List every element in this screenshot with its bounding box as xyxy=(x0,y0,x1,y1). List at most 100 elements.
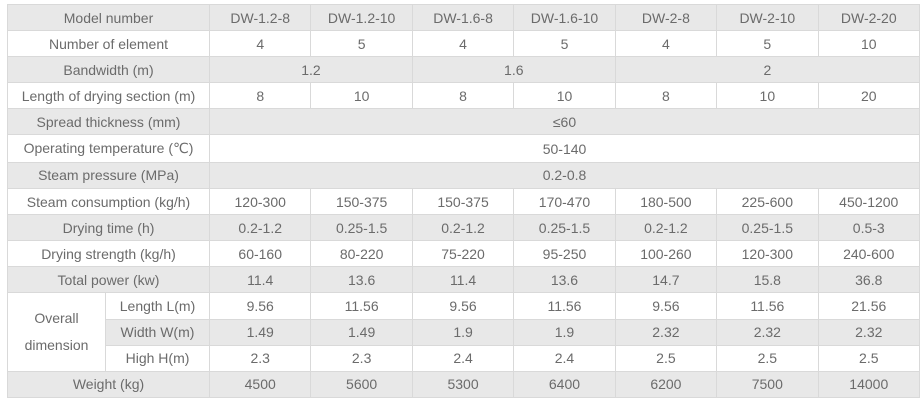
table-cell: 0.2-1.2 xyxy=(614,214,718,242)
table-row: High H(m) 2.3 2.3 2.4 2.4 2.5 2.5 2.5 xyxy=(7,344,921,372)
table-row: Number of element 4 5 4 5 4 5 10 xyxy=(7,30,921,58)
table-cell: 8 xyxy=(614,82,718,110)
table-cell: 2.32 xyxy=(716,318,819,346)
column-header: DW-2-8 xyxy=(614,3,718,32)
table-row: Width W(m) 1.49 1.49 1.9 1.9 2.32 2.32 2.32 xyxy=(7,318,921,346)
table-row: Bandwidth (m) 1.2 1.6 2 xyxy=(7,56,921,84)
row-label: High H(m) xyxy=(105,344,210,372)
table-cell: 450-1200 xyxy=(817,188,921,216)
table-row: Overall dimension Length L(m) 9.56 11.56 9.5… xyxy=(7,292,921,372)
table-cell: 2.4 xyxy=(411,344,515,372)
table-row: Operating temperature (℃) 50-140 xyxy=(7,134,920,163)
table-cell: 6400 xyxy=(513,370,616,399)
table-cell: 2 xyxy=(614,56,921,84)
table-cell: 5 xyxy=(513,30,616,58)
table-row: Steam consumption (kg/h) 120-300 150-375 15… xyxy=(7,188,921,216)
table-cell: 9.56 xyxy=(411,292,515,320)
table-cell: 5300 xyxy=(411,370,515,399)
table-cell: 4 xyxy=(208,30,312,58)
row-label: Width W(m) xyxy=(105,318,210,346)
table-cell: 14.7 xyxy=(614,266,718,294)
table-cell: 13.6 xyxy=(310,266,413,294)
table-cell: 0.25-1.5 xyxy=(716,214,819,242)
table-cell: 8 xyxy=(411,82,515,110)
table-cell: 4 xyxy=(614,30,718,58)
row-label: Number of element xyxy=(7,30,210,58)
table-cell: 75-220 xyxy=(411,240,515,268)
table-cell: 225-600 xyxy=(716,188,819,216)
table-cell: 1.9 xyxy=(513,318,616,346)
row-label: Steam pressure (MPa) xyxy=(7,161,210,190)
table-cell: 240-600 xyxy=(817,240,921,268)
table-cell: 0.5-3 xyxy=(817,214,921,242)
table-row: Model number DW-1.2-8 DW-1.2-10 DW-1.6-8 DW-… xyxy=(7,3,921,32)
table-cell: 50-140 xyxy=(209,134,920,163)
table-cell: 5600 xyxy=(310,370,413,399)
row-label: Bandwidth (m) xyxy=(7,56,210,84)
table-cell: 0.2-0.8 xyxy=(209,161,920,190)
table-cell: 95-250 xyxy=(513,240,616,268)
column-header: DW-1.2-10 xyxy=(310,3,413,32)
table-cell: 11.56 xyxy=(513,292,616,320)
table-cell: 7500 xyxy=(716,370,819,399)
table-cell: 10 xyxy=(716,82,819,110)
table-cell: 6200 xyxy=(614,370,718,399)
row-label: Length of drying section (m) xyxy=(7,82,210,110)
table-cell: 2.4 xyxy=(513,344,616,372)
table-cell: 1.49 xyxy=(310,318,413,346)
table-cell: 150-375 xyxy=(310,188,413,216)
table-cell: 170-470 xyxy=(513,188,616,216)
table-cell: 2.3 xyxy=(310,344,413,372)
table-cell: 5 xyxy=(310,30,413,58)
table-cell: 2.5 xyxy=(614,344,718,372)
table-cell: 10 xyxy=(513,82,616,110)
table-cell: 5 xyxy=(716,30,819,58)
table-cell: 11.4 xyxy=(208,266,312,294)
row-label: Operating temperature (℃) xyxy=(7,134,210,163)
table-cell: 11.4 xyxy=(411,266,515,294)
table-cell: 20 xyxy=(817,82,921,110)
table-cell: 2.32 xyxy=(614,318,718,346)
table-cell: 21.56 xyxy=(817,292,921,320)
table-cell: 1.2 xyxy=(209,56,413,84)
table-cell: 120-300 xyxy=(208,188,312,216)
table-cell: 14000 xyxy=(817,370,921,399)
table-cell: 13.6 xyxy=(513,266,616,294)
table-cell: 1.6 xyxy=(411,56,616,84)
row-label: Steam consumption (kg/h) xyxy=(7,188,210,216)
row-label: Model number xyxy=(7,3,210,32)
table-cell: 60-160 xyxy=(208,240,312,268)
table-cell: 0.25-1.5 xyxy=(310,214,413,242)
table-cell: 36.8 xyxy=(817,266,921,294)
row-label: Drying time (h) xyxy=(7,214,210,242)
table-cell: 0.2-1.2 xyxy=(411,214,515,242)
column-header: DW-2-10 xyxy=(716,3,819,32)
table-cell: 11.56 xyxy=(716,292,819,320)
spec-table: Model number DW-1.2-8 DW-1.2-10 DW-1.6-8 DW-… xyxy=(7,3,921,399)
table-row: Total power (kw) 11.4 13.6 11.4 13.6 14.7 15.8… xyxy=(7,266,921,294)
table-cell: 10 xyxy=(310,82,413,110)
table-cell: 11.56 xyxy=(310,292,413,320)
table-cell: ≤60 xyxy=(209,108,920,136)
table-cell: 9.56 xyxy=(614,292,718,320)
table-cell: 0.2-1.2 xyxy=(208,214,312,242)
spec-table-body: Model number DW-1.2-8 DW-1.2-10 DW-1.6-8 DW-… xyxy=(7,3,921,399)
table-row: Spread thickness (mm) ≤60 xyxy=(7,108,920,136)
row-label: Total power (kw) xyxy=(7,266,210,294)
row-label: Length L(m) xyxy=(105,292,210,320)
row-label: Drying strength (kg/h) xyxy=(7,240,210,268)
column-header: DW-1.6-10 xyxy=(513,3,616,32)
table-cell: 4 xyxy=(411,30,515,58)
row-label: Weight (kg) xyxy=(7,370,210,399)
column-header: DW-1.6-8 xyxy=(411,3,515,32)
table-cell: 2.5 xyxy=(817,344,921,372)
table-cell: 80-220 xyxy=(310,240,413,268)
row-label: Spread thickness (mm) xyxy=(7,108,210,136)
table-row: Length of drying section (m) 8 10 8 10 8 10 20 xyxy=(7,82,921,110)
table-cell: 10 xyxy=(817,30,921,58)
table-cell: 150-375 xyxy=(411,188,515,216)
table-cell: 4500 xyxy=(208,370,312,399)
table-cell: 2.3 xyxy=(208,344,312,372)
group-label: Overall dimension xyxy=(7,292,106,372)
